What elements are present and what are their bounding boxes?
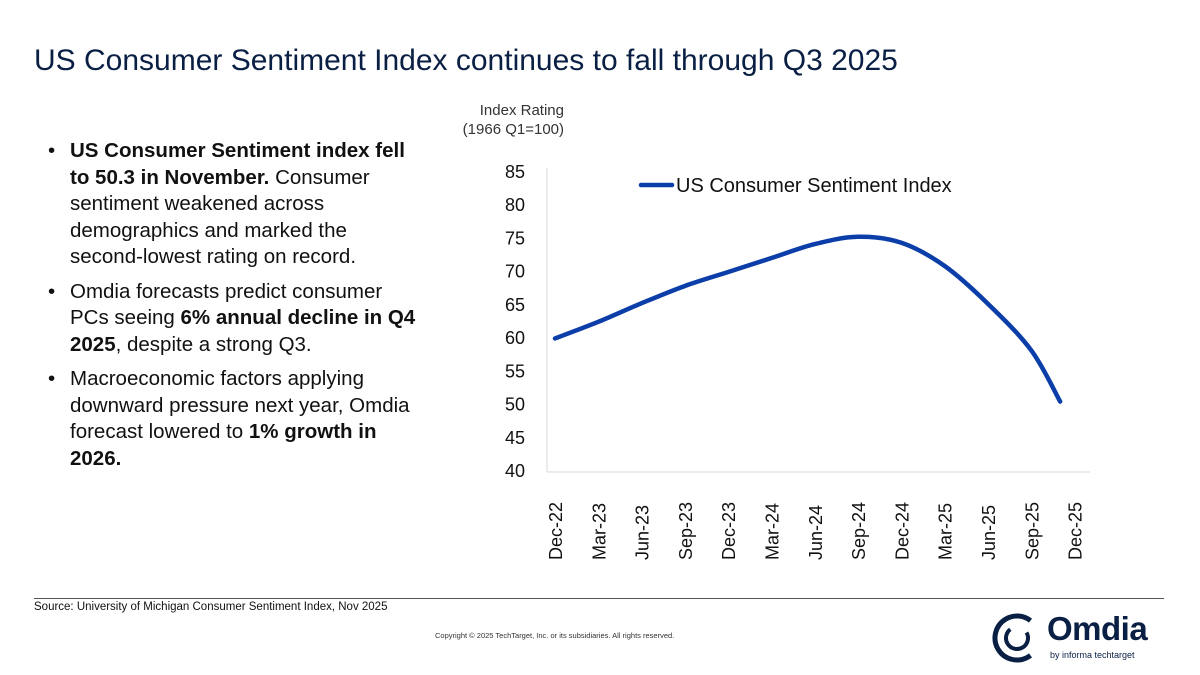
y-tick-label: 65	[505, 295, 525, 315]
y-tick-label: 40	[505, 461, 525, 481]
x-tick-label: Dec-25	[1066, 502, 1086, 560]
bullet-list: US Consumer Sentiment index fell to 50.3…	[48, 138, 418, 480]
y-tick-label: 60	[505, 328, 525, 348]
bullet-text: , despite a strong Q3.	[115, 332, 312, 356]
bullet-text-bold: US Consumer Sentiment index fell to 50.3…	[70, 139, 405, 189]
x-tick-label: Mar-25	[936, 503, 956, 560]
x-tick-label: Dec-23	[719, 502, 739, 560]
y-tick-label: 75	[505, 228, 525, 248]
bullet-item: Omdia forecasts predict consumer PCs see…	[48, 279, 418, 359]
legend-label: US Consumer Sentiment Index	[676, 175, 952, 197]
bullet-text-bold: 6% annual decline in Q4 2025	[70, 306, 416, 356]
y-tick-label: 85	[505, 162, 525, 182]
x-tick-label: Mar-24	[763, 503, 783, 560]
page-title: US Consumer Sentiment Index continues to…	[34, 44, 898, 77]
series-line	[552, 234, 1063, 404]
y-axis-label-line1: Index Rating	[479, 102, 564, 119]
x-tick-label: Dec-24	[892, 502, 912, 560]
x-tick-label: Sep-24	[849, 502, 869, 560]
bullet-text: Omdia forecasts predict consumer PCs see…	[70, 279, 383, 330]
bullet-item: US Consumer Sentiment index fell to 50.3…	[48, 138, 418, 271]
x-tick-label: Jun-23	[633, 505, 653, 560]
bullet-text: Consumer sentiment weakened across demog…	[70, 165, 370, 269]
source-note: Source: University of Michigan Consumer …	[34, 601, 388, 613]
x-tick-label: Jun-24	[806, 505, 826, 560]
line-chart: 40 45 50 55 60 65 70 75 80 85 Dec-22 Mar-23 Jun-23 Se…	[505, 162, 1090, 560]
x-tick-label: Sep-23	[676, 502, 696, 560]
y-tick-label: 50	[505, 395, 525, 415]
bullet-text: Macroeconomic factors applying downward …	[70, 367, 410, 443]
copyright: Copyright © 2025 TechTarget, Inc. or its…	[435, 631, 675, 640]
y-tick-label: 45	[505, 428, 525, 448]
x-tick-label: Jun-25	[979, 505, 999, 560]
y-axis-label: Index Rating (1966 Q1=100)	[440, 101, 564, 139]
logo-subtitle: by informa techtarget	[1050, 650, 1135, 660]
y-tick-label: 70	[505, 262, 525, 282]
omdia-logo-icon	[992, 613, 1042, 663]
footer-divider	[34, 598, 1164, 599]
x-tick-label: Mar-23	[589, 503, 609, 560]
bullet-text-bold: 1% growth in 2026.	[70, 420, 377, 470]
y-axis-label-line2: (1966 Q1=100)	[462, 121, 564, 138]
bullet-item: Macroeconomic factors applying downward …	[48, 366, 418, 472]
y-tick-label: 80	[505, 195, 525, 215]
x-tick-label: Dec-22	[546, 502, 566, 560]
omdia-logo: Omdia by informa techtarget	[990, 610, 1165, 663]
y-tick-label: 55	[505, 361, 525, 381]
x-tick-label: Sep-25	[1022, 502, 1042, 560]
logo-wordmark: Omdia	[1047, 610, 1148, 647]
